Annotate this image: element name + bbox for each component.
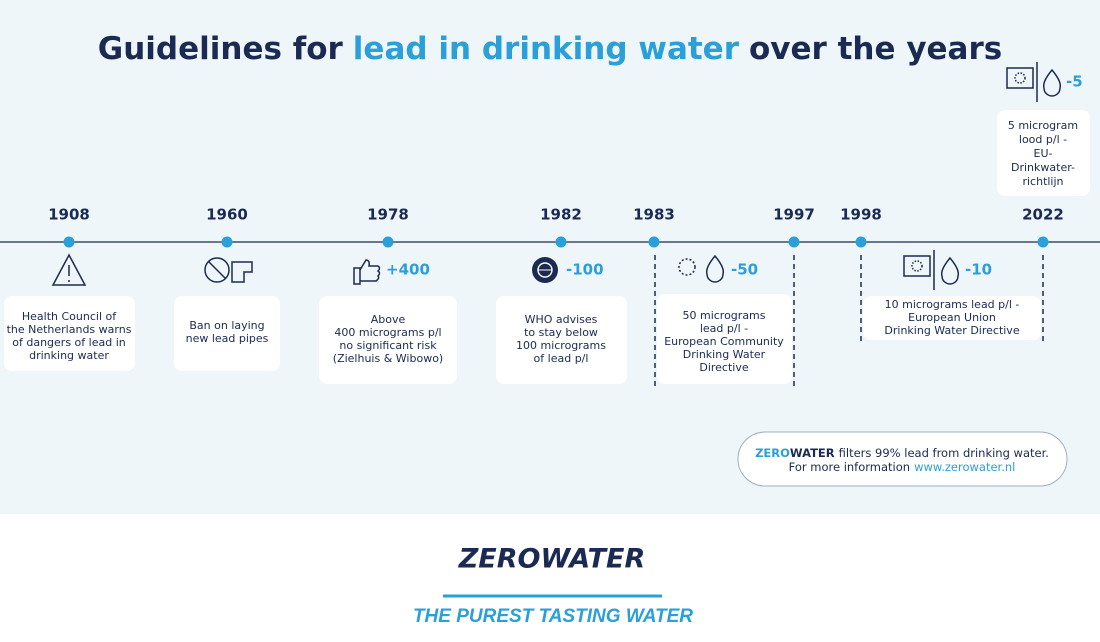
year: 1908 bbox=[48, 206, 90, 224]
timeline-dot bbox=[788, 236, 800, 248]
event-box bbox=[657, 294, 792, 384]
year: 1983 bbox=[633, 206, 675, 224]
event-text: WHO advises bbox=[525, 313, 598, 326]
event-box bbox=[319, 296, 457, 384]
notice-text: For more information bbox=[789, 460, 910, 474]
timeline-dot bbox=[1037, 236, 1049, 248]
event-text: Drinking Water bbox=[683, 348, 766, 361]
event-text: 50 micrograms bbox=[682, 309, 765, 322]
event-text: Drinkwater- bbox=[1011, 161, 1075, 174]
event-text: 5 microgram bbox=[1008, 119, 1078, 132]
timeline-dot bbox=[855, 236, 867, 248]
timeline-dot bbox=[221, 236, 233, 248]
title-part: over the years bbox=[749, 31, 1002, 67]
event-text: the Netherlands warns bbox=[7, 323, 132, 336]
title: Guidelines for lead in drinking water over… bbox=[98, 31, 1002, 67]
year: 1982 bbox=[540, 206, 582, 224]
notice-line: ZEROWATER filters 99% lead from drinking … bbox=[755, 446, 1049, 460]
event-text: of lead p/l bbox=[534, 352, 589, 365]
brand: WATER bbox=[790, 446, 835, 460]
badge: -50 bbox=[731, 261, 758, 279]
event-text: drinking water bbox=[29, 349, 109, 362]
event-box bbox=[997, 110, 1090, 196]
year: 1978 bbox=[367, 206, 409, 224]
timeline-dot bbox=[382, 236, 394, 248]
event-text: European Community bbox=[664, 335, 784, 348]
year: 2022 bbox=[1022, 206, 1064, 224]
event-text: Above bbox=[371, 313, 406, 326]
notice-text: filters 99% lead from drinking water. bbox=[839, 446, 1049, 460]
notice-box bbox=[737, 431, 1068, 487]
event-text: Drinking Water Directive bbox=[884, 324, 1019, 337]
event-text: 400 micrograms p/l bbox=[334, 326, 441, 339]
event-text: European Union bbox=[908, 311, 996, 324]
event-text: richtlijn bbox=[1022, 175, 1063, 188]
event-text: to stay below bbox=[524, 326, 598, 339]
event-text: Directive bbox=[699, 361, 749, 374]
event-text: lead p/l - bbox=[700, 322, 748, 335]
event-text: Health Council of bbox=[22, 310, 117, 323]
notice-link[interactable]: www.zerowater.nl bbox=[914, 460, 1015, 474]
event-text: EU- bbox=[1034, 147, 1053, 160]
tagline: THE PUREST TASTING WATER bbox=[413, 606, 693, 627]
event-text: of dangers of lead in bbox=[12, 336, 125, 349]
badge: -10 bbox=[965, 261, 992, 279]
timeline-dot bbox=[555, 236, 567, 248]
icons bbox=[51, 62, 1062, 290]
year: 1998 bbox=[840, 206, 882, 224]
event-box bbox=[174, 296, 280, 371]
event-box bbox=[863, 296, 1041, 340]
event-text: no significant risk bbox=[339, 339, 437, 352]
badge: +400 bbox=[386, 261, 430, 279]
event-text: 10 micrograms lead p/l - bbox=[885, 298, 1020, 311]
badge: -5 bbox=[1066, 73, 1083, 91]
year: 1997 bbox=[773, 206, 815, 224]
event-text: (Zielhuis & Wibowo) bbox=[333, 352, 443, 365]
year: 1960 bbox=[206, 206, 248, 224]
event-text: 100 micrograms bbox=[516, 339, 606, 352]
timeline-dot bbox=[648, 236, 660, 248]
notice-line: For more information www.zerowater.nl bbox=[789, 460, 1016, 474]
event-text: new lead pipes bbox=[186, 332, 269, 345]
event-box bbox=[4, 296, 135, 371]
brand: ZERO bbox=[755, 446, 790, 460]
background bbox=[0, 0, 1100, 514]
event-text: lood p/l - bbox=[1019, 133, 1067, 146]
timeline-dot bbox=[63, 236, 75, 248]
title-highlight: lead in drinking water bbox=[353, 31, 740, 67]
title-part: Guidelines for bbox=[98, 31, 344, 67]
event-text: Ban on laying bbox=[189, 319, 264, 332]
event-box bbox=[496, 296, 627, 384]
logo: ZEROWATER bbox=[458, 544, 646, 575]
badge: -100 bbox=[566, 261, 604, 279]
